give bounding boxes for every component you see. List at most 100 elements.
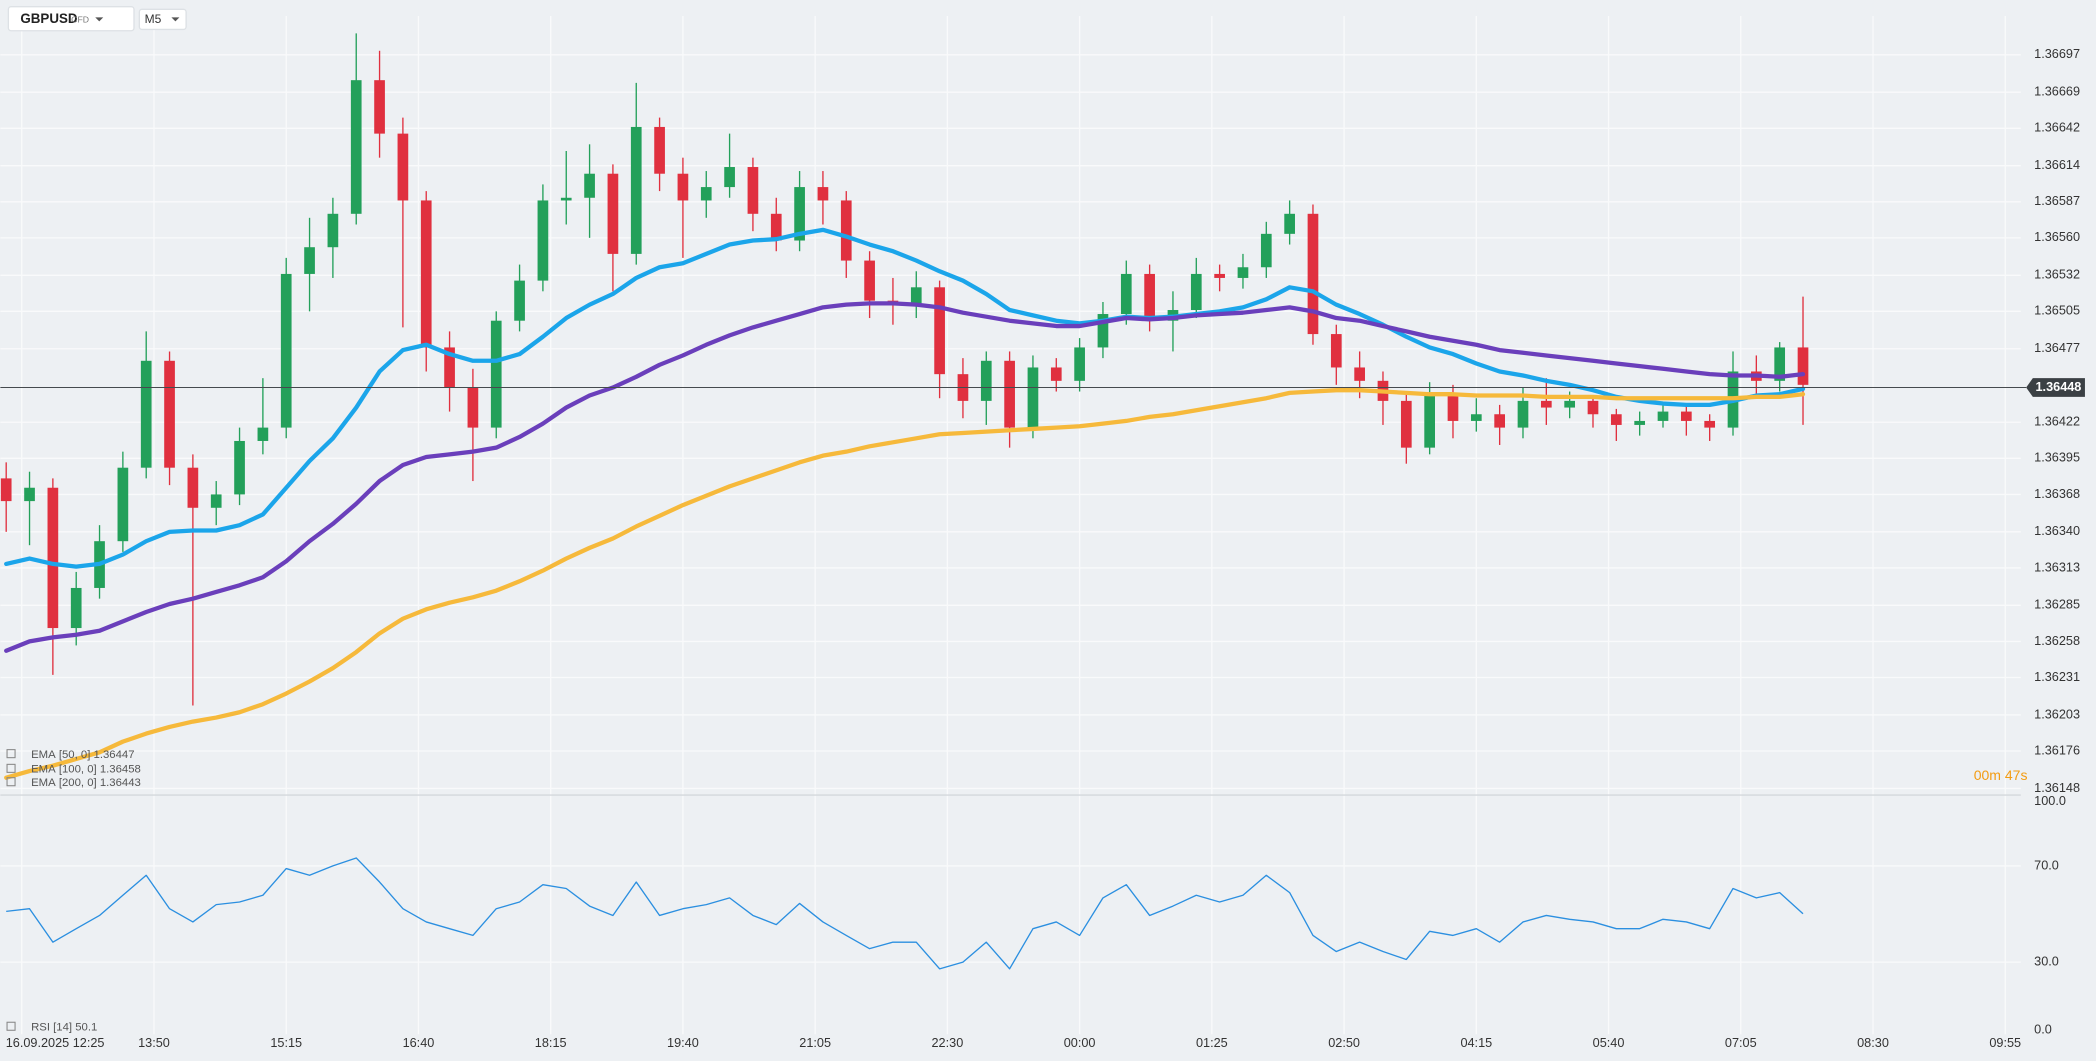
x-tick-label: 00:00: [1064, 1036, 1096, 1050]
candle-body: [537, 200, 549, 281]
legend-item: EMA [100, 0] 1.36458: [31, 764, 141, 776]
candle-body: [910, 287, 922, 305]
legend-params: [100, 0]: [59, 764, 97, 776]
toolbar: GBPUSD CFD M5: [7, 6, 187, 32]
candle-body: [210, 494, 222, 508]
legend-icon: [6, 1021, 16, 1031]
ema-line: [4, 388, 1806, 780]
candle-body: [327, 213, 339, 248]
y-tick-label: 1.36285: [2034, 598, 2080, 612]
candle-body: [980, 360, 992, 401]
candle-body: [1050, 367, 1062, 381]
candle-body: [1144, 273, 1155, 321]
candle-body: [1424, 394, 1435, 448]
legend-icon: [6, 749, 16, 759]
candle-body: [677, 173, 689, 201]
x-tick-label: 07:05: [1725, 1036, 1757, 1050]
y-tick-label: 1.36697: [2034, 47, 2080, 61]
x-tick-label: 13:50: [138, 1036, 170, 1050]
candle-body: [280, 273, 292, 428]
x-tick-label: 02:50: [1328, 1036, 1360, 1050]
y-tick-label: 1.36587: [2034, 194, 2080, 208]
candle-body: [864, 260, 875, 301]
legend-name: EMA: [31, 777, 56, 789]
candle-body: [397, 133, 409, 201]
candle-body: [1797, 347, 1809, 385]
legend-value: 1.36458: [100, 764, 141, 776]
candle-body: [350, 80, 362, 214]
timeframe-selector[interactable]: [138, 8, 187, 31]
y-tick-label: 0.0: [2034, 1023, 2052, 1037]
candle-body: [1657, 411, 1669, 421]
y-tick-label: 1.36422: [2034, 415, 2080, 429]
candle-body: [1004, 360, 1015, 428]
candle-body: [1027, 367, 1039, 428]
y-tick-label: 1.36532: [2034, 268, 2080, 282]
candle-body: [724, 167, 735, 188]
candle-body: [654, 126, 665, 174]
legend-icon: [6, 777, 16, 787]
y-tick-label: 1.36669: [2034, 85, 2080, 99]
candle-body: [794, 187, 805, 241]
ema-line: [4, 301, 1806, 653]
legend-params: [200, 0]: [59, 777, 97, 789]
x-tick-label: 15:15: [270, 1036, 302, 1050]
legend-params: [50, 0]: [59, 749, 91, 761]
candle-body: [117, 467, 129, 542]
candle-body: [444, 347, 455, 388]
x-tick-label: 08:30: [1857, 1036, 1889, 1050]
candle-body: [1704, 420, 1716, 428]
candle-body: [1307, 213, 1319, 335]
countdown: 00m 47s: [1974, 767, 2028, 783]
candle-body: [1074, 347, 1085, 381]
candle-body: [630, 126, 642, 254]
candle-body: [584, 173, 595, 198]
candle-body: [1400, 400, 1412, 448]
x-tick-label: 22:30: [932, 1036, 964, 1050]
y-tick-label: 1.36368: [2034, 487, 2080, 501]
candle-body: [70, 587, 82, 629]
candle-body: [1097, 314, 1109, 348]
legend-value: 1.36443: [100, 777, 141, 789]
y-tick-label: 1.36203: [2034, 707, 2080, 721]
x-tick-label: 05:40: [1593, 1036, 1625, 1050]
candle-body: [490, 320, 502, 428]
candle-body: [0, 478, 12, 502]
candle-body: [467, 387, 479, 428]
x-tick-label: 01:25: [1196, 1036, 1228, 1050]
legend-value: 1.36447: [94, 749, 135, 761]
y-tick-label: 1.36148: [2034, 781, 2080, 795]
symbol-selector[interactable]: [7, 6, 135, 32]
candle-body: [1610, 414, 1622, 425]
x-tick-label: 16.09.2025 12:25: [6, 1036, 105, 1050]
candle-body: [47, 487, 59, 629]
candle-body: [1470, 414, 1482, 421]
market: CFD: [71, 14, 89, 24]
candle-body: [607, 173, 619, 254]
x-tick-label: 21:05: [799, 1036, 831, 1050]
rsi-line: [6, 857, 1804, 970]
x-tick-label: 16:40: [403, 1036, 435, 1050]
y-tick-label: 1.36505: [2034, 304, 2080, 318]
ema-line: [4, 227, 1806, 569]
candle-body: [304, 247, 315, 274]
candle-body: [1190, 273, 1202, 311]
candle-body: [1260, 233, 1272, 268]
legend-params: [14]: [53, 1022, 72, 1034]
y-tick-label: 100.0: [2034, 794, 2066, 808]
x-tick-label: 19:40: [667, 1036, 699, 1050]
dropdown-arrow: [171, 17, 180, 22]
candle-body: [1634, 420, 1646, 425]
candle-body: [1494, 414, 1505, 428]
candle-body: [1517, 400, 1529, 428]
candle-body: [1564, 400, 1576, 408]
legend-icon: [6, 763, 16, 773]
candle-body: [840, 200, 852, 261]
candle-body: [1330, 334, 1342, 368]
y-tick-label: 30.0: [2034, 954, 2059, 968]
legend-name: EMA: [31, 749, 56, 761]
candle-body: [560, 197, 572, 201]
y-tick-label: 1.36642: [2034, 121, 2080, 135]
